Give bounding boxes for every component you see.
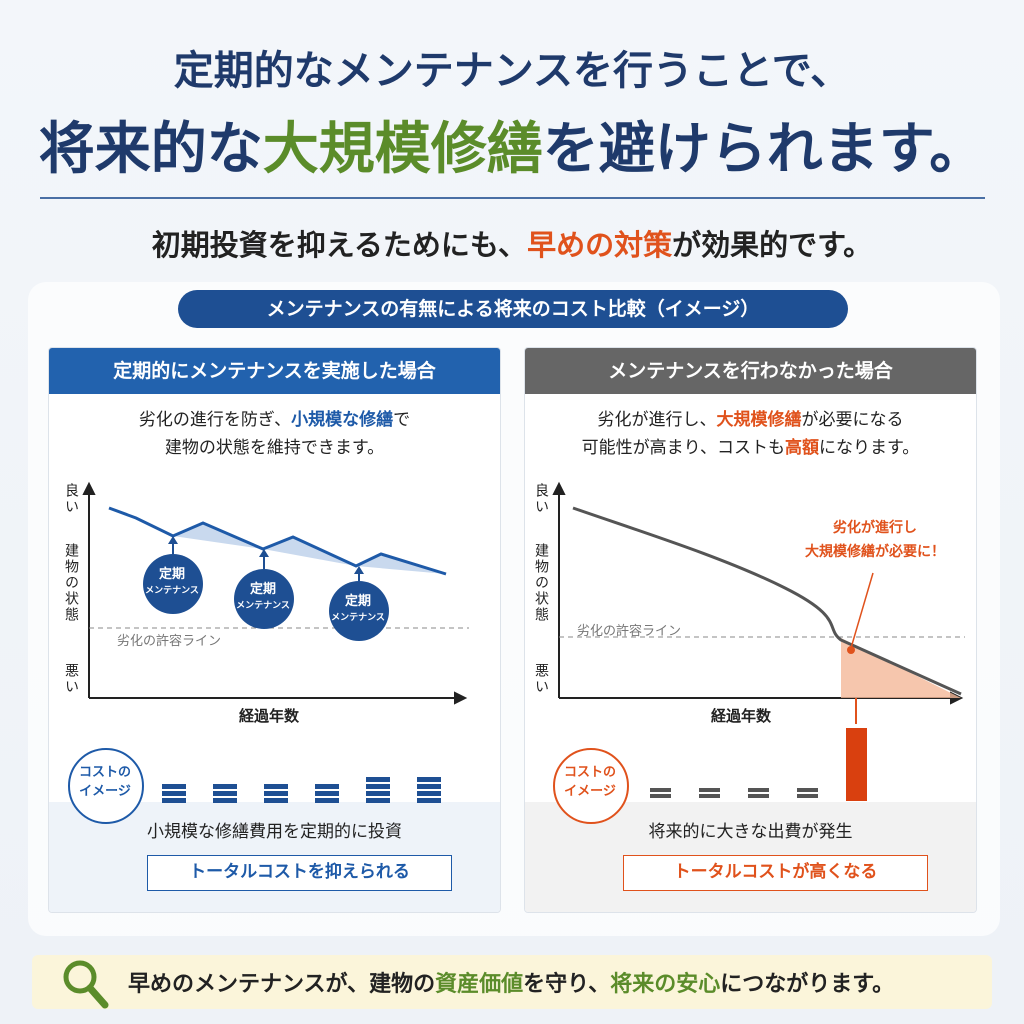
cost-stripe (213, 791, 237, 796)
text: 建物の状態を維持できます。 (164, 438, 385, 458)
text: 大規模修繕が必要に！ (805, 544, 945, 560)
text: 定期 (158, 567, 185, 582)
text: 高額 (785, 438, 819, 458)
text: になります。 (819, 438, 920, 458)
cost-stripe (366, 798, 390, 803)
right-graphic (552, 481, 965, 824)
cost-stripe (417, 798, 441, 803)
text: 初期投資を抑えるためにも、 (151, 228, 528, 262)
cost-stripe (264, 784, 288, 789)
caption: 将来的に大きな出費が発生 (648, 822, 853, 842)
text: 将来の安心 (610, 972, 721, 997)
cost-stripe (264, 791, 288, 796)
left-graphic (68, 481, 469, 824)
x-label: 経過年数 (711, 707, 772, 725)
panel-heading: メンテナンスを行わなかった場合 (525, 348, 976, 394)
panel-heading: 定期的にメンテナンスを実施した場合 (49, 348, 500, 394)
footer-text: 早めのメンテナンスが、建物の資産価値を守り、将来の安心につながります。 (128, 966, 894, 998)
text: 早めの対策 (527, 228, 673, 262)
text: が効果的です。 (672, 228, 873, 262)
text: メンテナンス (331, 613, 385, 623)
headline-2: 将来的な大規模修繕を避けられます。 (0, 104, 1024, 185)
text: 劣化が進行し (833, 520, 917, 536)
caption: 小規模な修繕費用を定期的に投資 (147, 822, 402, 842)
cost-stripe (162, 798, 186, 803)
search-icon (63, 960, 109, 1009)
text: 早めのメンテナンスが、建物の (128, 972, 436, 997)
text: イメージ (79, 784, 131, 799)
cost-stripe (417, 784, 441, 789)
text: が必要になる (801, 410, 904, 430)
cost-stripe (366, 791, 390, 796)
axis-label: 悪い (63, 663, 79, 695)
cost-stripe (162, 784, 186, 789)
text: メンテナンス (145, 586, 199, 596)
callout: 劣化が進行し大規模修繕が必要に！ (775, 516, 975, 564)
cost-stripe (417, 777, 441, 782)
badge: コストの イメージ (552, 763, 628, 801)
bubble-label: 定期 メンテナンス (328, 593, 388, 627)
text: につながります。 (720, 972, 895, 997)
result: トータルコストを抑えられる (147, 855, 452, 891)
cost-stripe (264, 798, 288, 803)
cost-stripe (213, 798, 237, 803)
footer (32, 955, 992, 1009)
cost-stripe (315, 798, 339, 803)
text: を守り、 (523, 972, 611, 997)
text: 定期 (344, 594, 371, 609)
text: 劣化が進行し、 (597, 410, 717, 430)
result: トータルコストが高くなる (623, 855, 928, 891)
banner: メンテナンスの有無による将来のコスト比較（イメージ） (178, 290, 848, 328)
left-panel: 定期的にメンテナンスを実施した場合 劣化の進行を防ぎ、小規模な修繕で 建物の状態を… (48, 347, 501, 913)
cost-stripe (417, 791, 441, 796)
text: コストの (563, 765, 616, 780)
subtitle: 初期投資を抑えるためにも、早めの対策が効果的です。 (0, 222, 1024, 264)
text: 大規模修繕 (262, 116, 543, 182)
text: 大規模修繕 (716, 410, 802, 430)
right-panel: メンテナンスを行わなかった場合 劣化が進行し、大規模修繕が必要になる 可能性が高ま… (524, 347, 977, 913)
cost-stripe (162, 791, 186, 796)
x-label: 経過年数 (239, 707, 300, 725)
text: メンテナンス (236, 601, 290, 611)
axis-label: 建物の状態 (63, 543, 79, 623)
text: で (393, 410, 411, 430)
axis-label: 良い (533, 483, 549, 515)
desc: 劣化の進行を防ぎ、小規模な修繕で 建物の状態を維持できます。 (49, 406, 500, 462)
text: 将来的な (38, 116, 263, 182)
desc: 劣化が進行し、大規模修繕が必要になる 可能性が高まり、コストも高額になります。 (525, 406, 976, 462)
cost-stripe (315, 791, 339, 796)
axis-label: 良い (63, 483, 79, 515)
rule (40, 197, 985, 199)
text: イメージ (564, 784, 616, 799)
text: コストの (78, 765, 131, 780)
cost-stripe (213, 784, 237, 789)
text: を避けられます。 (542, 116, 986, 182)
text: 可能性が高まり、コストも (581, 438, 785, 458)
text: 小規模な修繕 (291, 410, 394, 430)
axis-label: 悪い (533, 663, 549, 695)
cost-stripe (366, 777, 390, 782)
threshold-label: 劣化の許容ライン (577, 624, 682, 639)
axis-label: 建物の状態 (533, 543, 549, 623)
headline-1: 定期的なメンテナンスを行うことで、 (173, 48, 851, 94)
bubble-label: 定期 メンテナンス (142, 566, 202, 600)
bubble-label: 定期 メンテナンス (233, 581, 293, 615)
cost-stripe (366, 784, 390, 789)
text: 劣化の進行を防ぎ、 (138, 410, 292, 430)
text: 資産価値 (435, 972, 524, 997)
threshold-label: 劣化の許容ライン (117, 634, 222, 649)
cost-stripe (315, 784, 339, 789)
badge: コストの イメージ (67, 763, 143, 801)
text: 定期 (249, 582, 276, 597)
